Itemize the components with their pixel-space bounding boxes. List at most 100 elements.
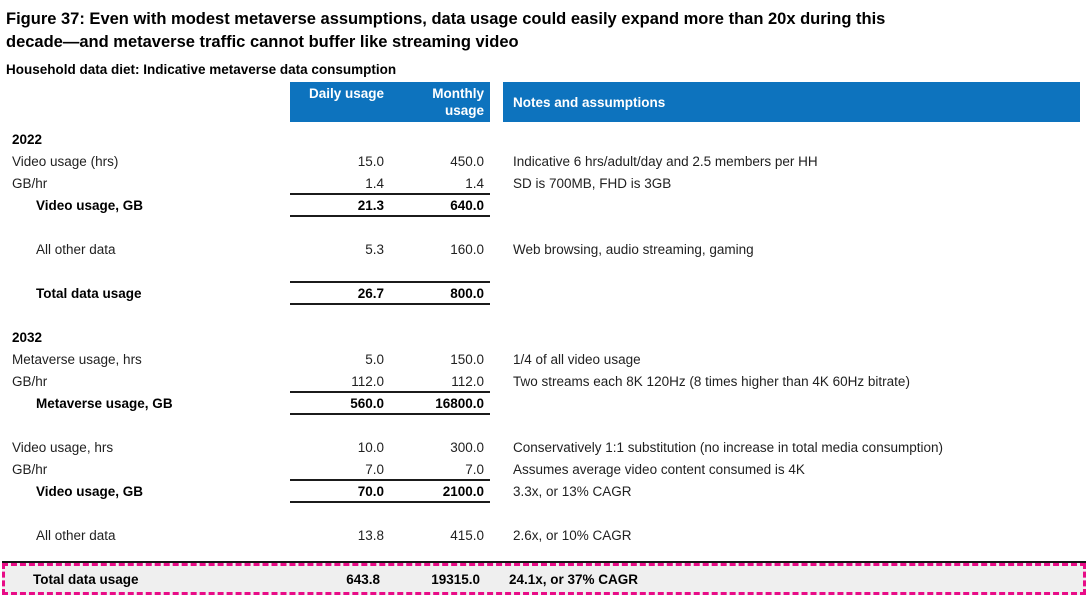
row-gap [490,349,503,371]
total-row-note: 24.1x, or 37% CAGR [509,571,639,587]
row-gap [490,371,503,393]
figure-subtitle: Household data diet: Indicative metavers… [6,62,397,77]
column-header-monthly-usage: Monthly usage [432,86,484,118]
monthly-usage-value: 150.0 [450,352,484,367]
total-monthly-value: 19315.0 [431,571,480,587]
table-header: Daily usage Monthly usage Notes and assu… [6,82,1080,122]
daily-usage-value: 26.7 [357,286,384,301]
daily-usage-value: 1.4 [365,176,384,191]
daily-usage-value [290,217,390,239]
monthly-usage-value: 16800.0 [435,396,484,411]
monthly-usage-value: 640.0 [450,198,484,213]
column-header-daily-usage: Daily usage [308,86,384,101]
row-label: Video usage, GB [36,198,144,213]
usage-values [290,129,490,151]
daily-usage-value [290,305,390,327]
table-row: GB/hr 1.4 1.4 SD is 700MB, FHD is 3GB [6,173,1080,195]
table-row: Video usage, hrs 10.0 300.0 Conservatively … [6,437,1080,459]
usage-values [290,217,490,239]
monthly-usage-value: 415.0 [450,528,484,543]
row-note: 1/4 of all video usage [513,352,641,367]
row-note: Assumes average video content consumed i… [513,462,805,477]
row-gap [490,173,503,195]
usage-values: 13.8 415.0 [290,525,490,547]
daily-usage-value: 70.0 [357,484,384,499]
row-gap [490,239,503,261]
usage-values [290,415,490,437]
daily-usage-value: 13.8 [357,528,384,543]
row-label: GB/hr [12,176,48,191]
daily-usage-value: 21.3 [357,198,384,213]
daily-usage-value: 560.0 [350,396,384,411]
row-note: SD is 700MB, FHD is 3GB [513,176,672,191]
figure-page: Figure 37: Even with modest metaverse as… [2,8,1086,595]
row-label [6,261,290,283]
row-gap [490,305,503,327]
row-gap [490,327,503,349]
row-note [503,393,1080,415]
total-row-highlight: Total data usage 643.8 19315.0 24.1x, or… [2,563,1086,595]
row-label: Video usage (hrs) [12,154,119,169]
row-gap [490,129,503,151]
row-label: All other data [36,528,116,543]
row-note [503,261,1080,283]
figure-title: Figure 37: Even with modest metaverse as… [6,8,1080,54]
row-label: 2032 [12,330,43,345]
monthly-usage-value [390,327,490,349]
row-gap [490,151,503,173]
monthly-usage-value [390,305,490,327]
usage-values [290,305,490,327]
daily-usage-value: 112.0 [351,374,384,389]
row-gap [490,283,503,305]
table-row: Video usage (hrs) 15.0 450.0 Indicative 6 h… [6,151,1080,173]
usage-values: 1.4 1.4 [290,173,490,195]
table-row: Metaverse usage, hrs 5.0 150.0 1/4 of all v… [6,349,1080,371]
figure-title-line2: decade—and metaverse traffic cannot buff… [6,33,519,51]
column-header-notes: Notes and assumptions [503,82,1080,122]
section-row: 2022 [6,129,1080,151]
monthly-usage-value: 450.0 [450,154,484,169]
daily-usage-value: 5.3 [365,242,384,257]
spacer-row [6,305,1080,327]
row-label: All other data [36,242,116,257]
usage-values: 560.0 16800.0 [290,393,490,415]
monthly-usage-value [390,415,490,437]
monthly-usage-value: 160.0 [450,242,484,257]
spacer-row [6,261,1080,283]
row-label: Video usage, hrs [12,440,114,455]
row-note [503,327,1080,349]
monthly-usage-value [390,261,490,281]
row-note: Web browsing, audio streaming, gaming [513,242,754,257]
row-note: Conservatively 1:1 substitution (no incr… [513,440,943,455]
row-note: Two streams each 8K 120Hz (8 times highe… [513,374,910,389]
table-body: 2022 Video usage (hrs) 15.0 450.0 Indicative… [6,122,1080,547]
monthly-usage-value [390,503,490,525]
row-note [503,305,1080,327]
usage-values: 7.0 7.0 [290,459,490,481]
table-row: Metaverse usage, GB 560.0 16800.0 [6,393,1080,415]
row-gap [490,525,503,547]
table-row: Video usage, GB 21.3 640.0 [6,195,1080,217]
row-note [503,217,1080,239]
usage-values: 21.3 640.0 [290,195,490,217]
usage-values [290,327,490,349]
row-gap [490,415,503,437]
row-note [503,195,1080,217]
row-note [503,129,1080,151]
monthly-usage-value [390,129,490,151]
table-row: Total data usage 26.7 800.0 [6,283,1080,305]
total-row-label: Total data usage [33,571,139,587]
section-row: 2032 [6,327,1080,349]
header-gap [490,82,503,122]
row-note [503,415,1080,437]
usage-values [290,503,490,525]
usage-values: 15.0 450.0 [290,151,490,173]
daily-usage-value [290,503,390,525]
row-gap [490,195,503,217]
row-label: Total data usage [36,286,142,301]
row-label: 2022 [12,132,43,147]
row-note [503,503,1080,525]
monthly-usage-value [390,217,490,239]
daily-usage-value: 15.0 [357,154,384,169]
daily-usage-value: 5.0 [365,352,384,367]
